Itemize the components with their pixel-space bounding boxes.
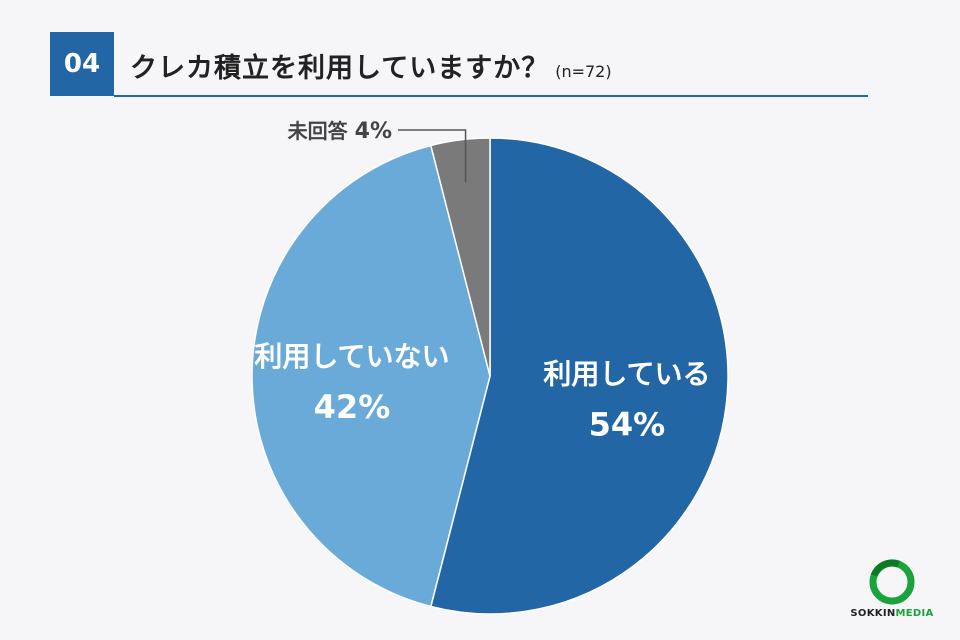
brand-logo: SOKKINMEDIA [842,556,942,632]
title-text: クレカ積立を利用していますか？ [130,53,550,84]
slice-value-1: 42% [314,388,391,426]
sample-size: (n=72) [555,62,612,81]
brand-name: SOKKINMEDIA [842,608,942,619]
logo-ring-icon [869,559,915,605]
brand-name-part1: SOKKIN [850,608,896,619]
callout-line [398,129,467,183]
pie-slice-0 [429,137,729,615]
slice-value-0: 54% [589,405,666,443]
chart-title: クレカ積立を利用していますか？ (n=72) [130,46,612,85]
pie-slice-2 [429,137,491,377]
slice-callout-label: 未回答 4% [288,119,392,144]
slice-label-1: 利用していない [254,340,449,373]
slice-value-2: 4% [355,119,392,144]
brand-name-part2: MEDIA [895,608,934,619]
slice-label-2: 未回答 [288,119,355,143]
header-rule [114,95,868,97]
pie-slice-1 [251,144,491,608]
question-number: 04 [50,32,114,96]
slice-label-0: 利用している [543,357,710,390]
chart-header: 04 クレカ積立を利用していますか？ (n=72) [50,32,868,97]
